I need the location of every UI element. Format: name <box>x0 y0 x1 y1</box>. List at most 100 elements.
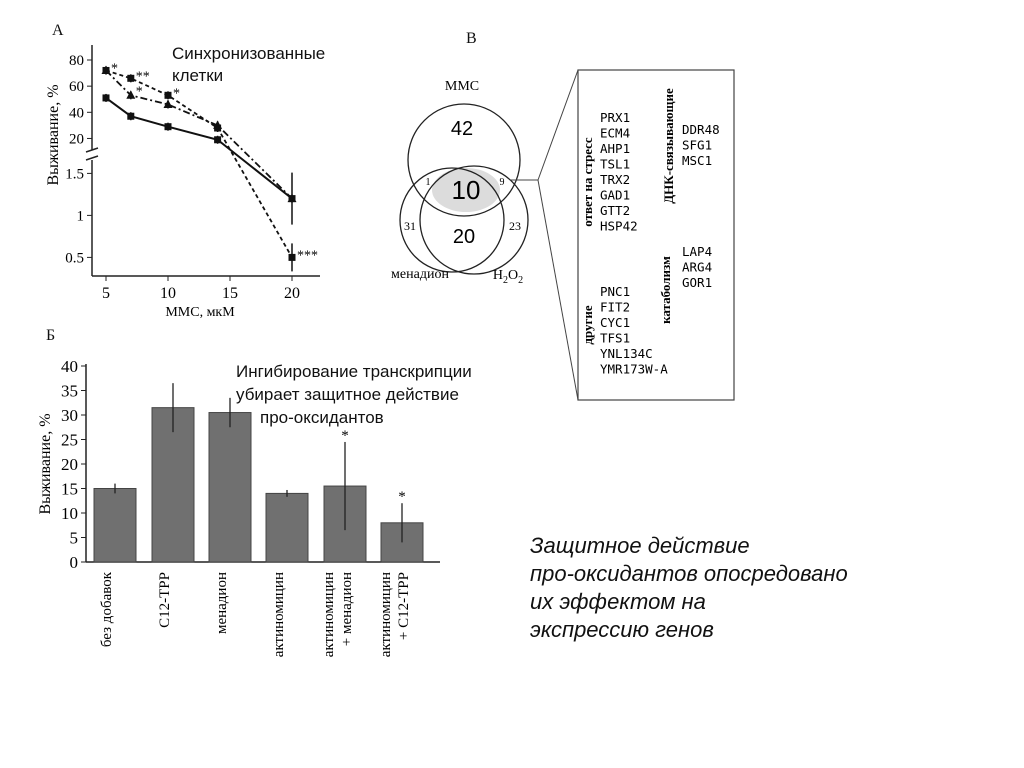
gene-name: TRX2 <box>600 172 630 187</box>
line-chart-axes <box>85 45 320 277</box>
panel-b-label: Б <box>46 327 56 344</box>
y-tick-label: 20 <box>69 131 84 147</box>
line-chart-ylabel: Выживание, % <box>45 84 62 185</box>
gene-name: HSP42 <box>600 219 638 234</box>
bar <box>151 407 195 563</box>
y-tick-label: 1 <box>77 208 85 224</box>
y-tick-label: 35 <box>61 382 78 401</box>
venn-count-h2o2: 23 <box>509 219 521 233</box>
conclusion-line: Защитное действие <box>530 533 750 558</box>
gene-name: GAD1 <box>600 188 630 203</box>
significance-marker: ** <box>136 69 150 84</box>
gene-group-stress-label: ответ на стресс <box>580 137 595 227</box>
gene-name: ARG4 <box>682 260 712 275</box>
gene-name: PRX1 <box>600 110 630 125</box>
significance-marker: * <box>341 428 349 444</box>
panel-b-annotation-line2: убирает защитное действие <box>236 385 459 404</box>
venn-callout-lines <box>510 69 579 401</box>
gene-name: YMR173W-A <box>600 362 668 377</box>
conclusion-line: их эффектом на <box>530 589 706 614</box>
gene-name: DDR48 <box>682 122 720 137</box>
x-tick-label: 15 <box>222 285 238 302</box>
gene-name: GTT2 <box>600 203 630 218</box>
panel-a-annotation-line2: клетки <box>172 66 224 85</box>
panel-a-label: А <box>52 22 64 39</box>
bar <box>208 412 252 563</box>
y-tick-label: 40 <box>61 357 78 376</box>
x-category-label: C12-TPP <box>157 572 173 628</box>
panel-b-annotation-line3: про-оксидантов <box>260 408 384 427</box>
venn-count-menadione-h2o2: 20 <box>453 226 475 248</box>
y-tick-label: 40 <box>69 105 84 121</box>
gene-name: CYC1 <box>600 315 630 330</box>
venn-circle-menadione <box>399 167 505 273</box>
conclusion-line: экспрессию генов <box>530 617 714 642</box>
y-tick-label: 1.5 <box>65 166 84 182</box>
panel-v-label: В <box>466 30 477 47</box>
line-chart-series: ******** <box>101 61 318 272</box>
y-tick-label: 80 <box>69 53 84 69</box>
conclusion-line: про-оксидантов опосредовано <box>530 561 848 586</box>
line-chart-xlabel: ММС, мкМ <box>165 305 235 320</box>
venn-count-mms-h2o2: 9 <box>500 177 505 188</box>
y-tick-label: 0 <box>70 553 79 572</box>
venn-count-mms-menadione: 1 <box>426 177 431 188</box>
gene-name: AHP1 <box>600 141 630 156</box>
conclusion-text: Защитное действие про-оксидантов опосред… <box>530 532 848 644</box>
gene-box <box>577 69 735 401</box>
x-tick-label: 5 <box>102 285 110 302</box>
gene-name: SFG1 <box>682 138 712 153</box>
venn-set-mms-label: ММС <box>445 79 479 94</box>
gene-group-other-label: другие <box>580 305 595 345</box>
y-tick-label: 0.5 <box>65 250 84 266</box>
x-category-label: актиномицин <box>271 572 287 657</box>
gene-group-catabolism-label: катаболизм <box>658 256 673 324</box>
x-category-label: + C12-TPP <box>396 572 412 640</box>
significance-marker: * <box>136 84 143 99</box>
gene-name: ECM4 <box>600 126 630 141</box>
significance-marker: * <box>398 489 406 505</box>
venn-count-mms: 42 <box>451 118 473 140</box>
y-tick-label: 30 <box>61 406 78 425</box>
gene-name: YNL134C <box>600 346 653 361</box>
bar <box>265 492 309 563</box>
significance-marker: *** <box>297 248 318 263</box>
gene-name: LAP4 <box>682 244 712 259</box>
venn-circle-h2o2 <box>419 165 529 275</box>
significance-marker: * <box>111 61 118 76</box>
venn-diagram: ММС менадион H2O2 42 1 10 9 31 20 23 отв… <box>391 69 735 401</box>
venn-count-center: 10 <box>452 175 481 205</box>
gene-name: MSC1 <box>682 153 712 168</box>
x-category-label: менадион <box>214 572 230 634</box>
x-category-label: + менадион <box>339 572 355 646</box>
line-chart-ticks: 5 10 15 20 20 40 60 80 0.5 1 1.5 <box>65 53 300 302</box>
bar-chart-bars: ** <box>93 383 424 563</box>
gene-name: FIT2 <box>600 300 630 315</box>
panel-b-annotation-line1: Ингибирование транскрипции <box>236 362 472 381</box>
x-category-label: актиномицин <box>321 572 337 657</box>
x-category-label: актиномицин <box>378 572 394 657</box>
venn-count-menadione: 31 <box>404 219 416 233</box>
x-tick-label: 20 <box>284 285 300 302</box>
gene-name: PNC1 <box>600 284 630 299</box>
bar-chart-yticks: 0 5 10 15 20 25 30 35 40 <box>61 357 86 572</box>
gene-group-dna-label: ДНК-связывающие <box>661 88 676 204</box>
gene-name: TSL1 <box>600 157 630 172</box>
venn-circle-mms <box>407 103 521 217</box>
venn-set-h2o2-label: H2O2 <box>493 268 523 286</box>
venn-set-menadione-label: менадион <box>391 267 449 282</box>
y-tick-label: 60 <box>69 79 84 95</box>
y-tick-label: 15 <box>61 480 78 499</box>
y-tick-label: 25 <box>61 431 78 450</box>
gene-name: GOR1 <box>682 275 712 290</box>
gene-name: TFS1 <box>600 331 630 346</box>
y-tick-label: 10 <box>61 504 78 523</box>
venn-center-region <box>432 168 500 212</box>
bar-chart-xlabels: без добавок C12-TPP менадион актиномицин акт… <box>99 571 412 657</box>
bar <box>93 488 137 563</box>
x-category-label: без добавок <box>99 571 115 647</box>
y-tick-label: 20 <box>61 455 78 474</box>
